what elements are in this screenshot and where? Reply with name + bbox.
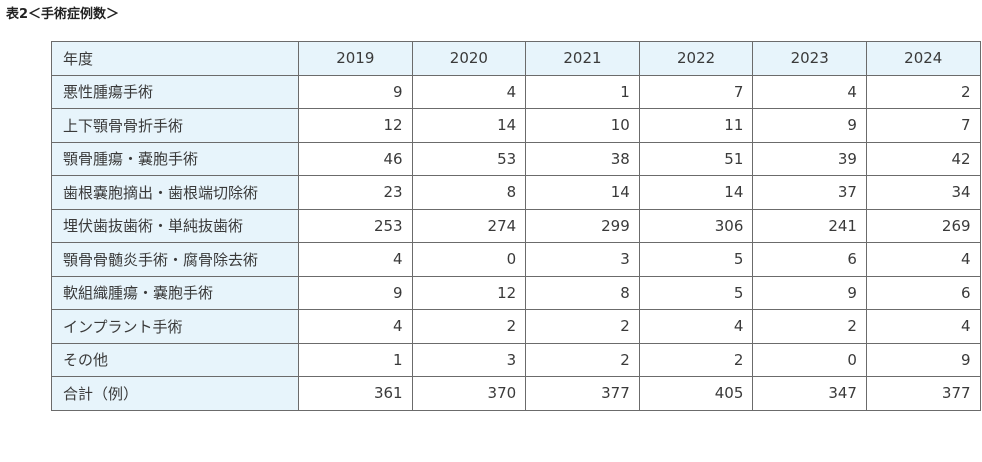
table-row: 歯根嚢胞摘出・歯根端切除術 23 8 14 14 37 34	[51, 175, 981, 210]
table-row: 合計（例） 361 370 377 405 347 377	[51, 376, 981, 411]
header-year: 2020	[411, 41, 527, 76]
row-value: 269	[865, 208, 981, 243]
table-body: 悪性腫瘍手術 9 4 1 7 4 2 上下顎骨骨折手術 12 14 10 11 9 7 顎骨腫瘍・嚢胞手術 4…	[51, 74, 981, 411]
row-value: 9	[752, 275, 867, 310]
row-value: 9	[298, 74, 413, 109]
row-value: 9	[865, 342, 981, 377]
row-value: 3	[411, 342, 527, 377]
row-value: 4	[638, 309, 754, 344]
row-value: 6	[865, 275, 981, 310]
row-value: 0	[752, 342, 867, 377]
row-label: 顎骨骨髄炎手術・腐骨除去術	[51, 242, 299, 277]
row-value: 2	[525, 342, 640, 377]
row-value: 39	[752, 141, 867, 176]
row-value: 9	[298, 275, 413, 310]
header-year: 2021	[525, 41, 640, 76]
row-value: 0	[411, 242, 527, 277]
row-value: 9	[752, 108, 867, 143]
row-value: 4	[298, 309, 413, 344]
row-value: 4	[411, 74, 527, 109]
table-row: 悪性腫瘍手術 9 4 1 7 4 2	[51, 74, 981, 109]
row-value: 1	[525, 74, 640, 109]
header-year: 2023	[752, 41, 867, 76]
row-value: 361	[298, 376, 413, 411]
header-year-label: 年度	[51, 41, 299, 76]
row-value: 42	[865, 141, 981, 176]
row-value: 5	[638, 242, 754, 277]
row-value: 2	[411, 309, 527, 344]
row-value: 14	[525, 175, 640, 210]
header-year: 2024	[865, 41, 981, 76]
row-value: 14	[638, 175, 754, 210]
row-value: 2	[865, 74, 981, 109]
header-year: 2022	[638, 41, 754, 76]
row-label: 悪性腫瘍手術	[51, 74, 299, 109]
row-value: 46	[298, 141, 413, 176]
row-value: 51	[638, 141, 754, 176]
table-caption: 表2＜手術症例数＞	[6, 7, 120, 22]
table-row: 埋伏歯抜歯術・単純抜歯術 253 274 299 306 241 269	[51, 208, 981, 243]
row-label: その他	[51, 342, 299, 377]
row-label: 上下顎骨骨折手術	[51, 108, 299, 143]
row-value: 1	[298, 342, 413, 377]
row-value: 3	[525, 242, 640, 277]
row-value: 12	[298, 108, 413, 143]
row-value: 2	[752, 309, 867, 344]
row-label: 埋伏歯抜歯術・単純抜歯術	[51, 208, 299, 243]
row-label: インプラント手術	[51, 309, 299, 344]
row-label: 合計（例）	[51, 376, 299, 411]
row-value: 2	[638, 342, 754, 377]
row-value: 4	[865, 242, 981, 277]
table-row: 軟組織腫瘍・嚢胞手術 9 12 8 5 9 6	[51, 275, 981, 310]
row-label: 顎骨腫瘍・嚢胞手術	[51, 141, 299, 176]
row-value: 5	[638, 275, 754, 310]
row-value: 8	[411, 175, 527, 210]
table-row: 顎骨腫瘍・嚢胞手術 46 53 38 51 39 42	[51, 141, 981, 176]
row-value: 34	[865, 175, 981, 210]
header-row: 年度 2019 2020 2021 2022 2023 2024	[51, 41, 981, 76]
row-value: 4	[752, 74, 867, 109]
table-row: その他 1 3 2 2 0 9	[51, 342, 981, 377]
row-label: 軟組織腫瘍・嚢胞手術	[51, 275, 299, 310]
header-year: 2019	[298, 41, 413, 76]
row-value: 306	[638, 208, 754, 243]
row-value: 377	[525, 376, 640, 411]
surgery-cases-table: 年度 2019 2020 2021 2022 2023 2024 悪性腫瘍手術 9…	[51, 41, 981, 411]
row-value: 370	[411, 376, 527, 411]
row-value: 7	[638, 74, 754, 109]
row-value: 274	[411, 208, 527, 243]
row-value: 347	[752, 376, 867, 411]
row-value: 377	[865, 376, 981, 411]
row-value: 2	[525, 309, 640, 344]
row-value: 299	[525, 208, 640, 243]
row-value: 10	[525, 108, 640, 143]
table-row: 上下顎骨骨折手術 12 14 10 11 9 7	[51, 108, 981, 143]
row-value: 405	[638, 376, 754, 411]
row-value: 53	[411, 141, 527, 176]
row-value: 4	[298, 242, 413, 277]
row-value: 7	[865, 108, 981, 143]
table-row: 顎骨骨髄炎手術・腐骨除去術 4 0 3 5 6 4	[51, 242, 981, 277]
row-value: 6	[752, 242, 867, 277]
table-row: インプラント手術 4 2 2 4 2 4	[51, 309, 981, 344]
row-value: 37	[752, 175, 867, 210]
table-header: 年度 2019 2020 2021 2022 2023 2024	[51, 41, 981, 76]
row-value: 4	[865, 309, 981, 344]
row-value: 14	[411, 108, 527, 143]
row-label: 歯根嚢胞摘出・歯根端切除術	[51, 175, 299, 210]
row-value: 12	[411, 275, 527, 310]
row-value: 11	[638, 108, 754, 143]
row-value: 38	[525, 141, 640, 176]
row-value: 8	[525, 275, 640, 310]
row-value: 253	[298, 208, 413, 243]
row-value: 241	[752, 208, 867, 243]
row-value: 23	[298, 175, 413, 210]
